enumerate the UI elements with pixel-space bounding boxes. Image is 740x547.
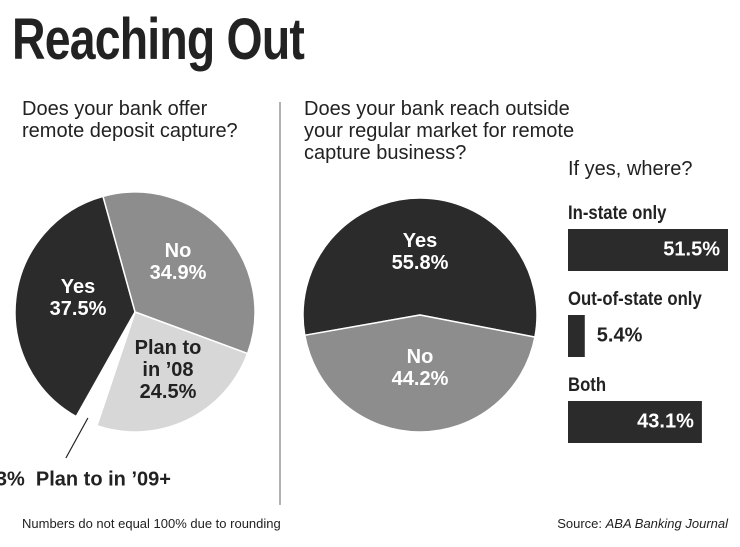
category-label: Yes [60, 276, 96, 298]
category-label: Yes [402, 230, 438, 252]
source-label: Source: [557, 516, 602, 531]
pie-slice [102, 191, 256, 355]
pie-slice [302, 197, 538, 338]
slice-label: No 34.9% [150, 240, 207, 284]
value-label: 34.9% [149, 262, 207, 284]
slice-label: Yes 37.5% [50, 276, 107, 320]
category-label: Plan to in ’09+ [35, 468, 171, 491]
bar [568, 401, 702, 443]
source: Source: ABA Banking Journal [557, 516, 728, 531]
slice-label: Plan to in ’08 24.5% [128, 337, 208, 403]
value-label: 51.5% [663, 238, 720, 261]
value-label: 44.2% [391, 368, 449, 390]
chart-title: If yes, where? [568, 158, 693, 180]
bar [568, 229, 728, 271]
value-label: 37.5% [49, 298, 107, 320]
value-label: 24.5% [139, 381, 197, 403]
category-label: Plan to in ’08 [134, 337, 202, 381]
page-title: Reaching Out [12, 7, 305, 72]
footnote: Numbers do not equal 100% due to roundin… [22, 516, 281, 531]
chart-title: Does your bank reach outside your regula… [304, 98, 575, 164]
leader-line [65, 417, 89, 459]
source-name: ABA Banking Journal [605, 516, 728, 531]
pie-slice [95, 311, 249, 433]
category-label: Both [568, 375, 607, 396]
chart-title: Does your bank offer remote deposit capt… [22, 98, 238, 142]
slice-label: No 44.2% [392, 346, 449, 390]
value-label: 43.1% [637, 410, 694, 433]
bar [568, 315, 585, 357]
category-label: No [164, 240, 192, 262]
category-label: Out-of-state only [568, 289, 702, 310]
value-label: 5.4% [596, 324, 643, 347]
category-label: No [406, 346, 434, 368]
value-label: 55.8% [391, 252, 449, 274]
value-label: 3% [0, 468, 25, 491]
pie-slice [303, 314, 536, 433]
category-label: In-state only [568, 203, 667, 224]
pie-slice [14, 195, 136, 418]
slice-label: Yes 55.8% [392, 230, 449, 274]
